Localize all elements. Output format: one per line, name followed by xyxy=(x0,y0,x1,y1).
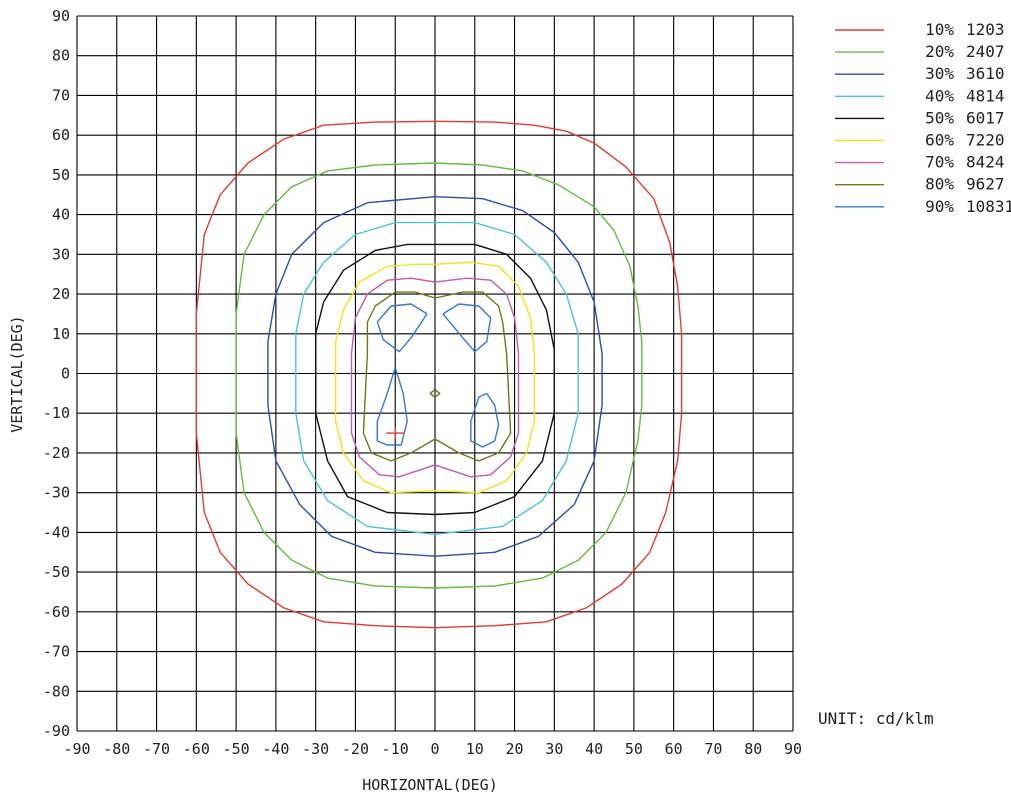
y-tick-label: 80 xyxy=(52,47,70,65)
y-axis-ticks: 90 80 70 60 50 40 30 20 10 0 -10 -20 -30 -40 -50 -60 -70… xyxy=(43,7,70,740)
y-tick-label: -30 xyxy=(43,484,70,502)
x-tick-label: 30 xyxy=(545,740,563,758)
contour-80pct xyxy=(362,291,512,462)
y-tick-label: -90 xyxy=(43,722,70,740)
x-tick-label: -10 xyxy=(382,740,409,758)
legend-percent: 10% xyxy=(925,20,954,39)
x-tick-label: -70 xyxy=(143,740,170,758)
y-tick-label: -70 xyxy=(43,643,70,661)
x-tick-label: -60 xyxy=(183,740,210,758)
y-tick-label: 0 xyxy=(61,365,70,383)
legend-value: 6017 xyxy=(966,108,1005,127)
x-tick-label: 10 xyxy=(466,740,484,758)
legend-percent: 40% xyxy=(925,86,954,105)
legend-value: 4814 xyxy=(966,86,1005,105)
y-tick-label: -60 xyxy=(43,603,70,621)
x-tick-label: 60 xyxy=(665,740,683,758)
contour-90pct xyxy=(470,392,500,448)
x-tick-label: -40 xyxy=(262,740,289,758)
legend-percent: 60% xyxy=(925,131,954,150)
y-axis-label: VERTICAL(DEG) xyxy=(8,315,26,432)
y-tick-label: -10 xyxy=(43,404,70,422)
y-tick-label: 10 xyxy=(52,325,70,343)
contour-lines xyxy=(195,120,683,629)
contour-80pct xyxy=(429,388,441,398)
legend-percent: 80% xyxy=(925,175,954,194)
grid xyxy=(76,15,794,732)
y-tick-label: 40 xyxy=(52,206,70,224)
legend-percent: 70% xyxy=(925,153,954,172)
x-tick-label: 0 xyxy=(430,740,439,758)
x-axis-ticks: -90 -80 -70 -60 -50 -40 -30 -20 -10 0 10 20 30 40 50 60… xyxy=(63,740,802,758)
y-tick-label: 60 xyxy=(52,126,70,144)
x-tick-label: -30 xyxy=(302,740,329,758)
y-tick-label: 90 xyxy=(52,7,70,25)
y-tick-label: 50 xyxy=(52,166,70,184)
contour-90pct xyxy=(376,367,408,446)
y-tick-label: -50 xyxy=(43,563,70,581)
contour-50pct xyxy=(315,243,555,516)
y-tick-label: -20 xyxy=(43,444,70,462)
legend-percent: 90% xyxy=(925,197,954,216)
y-tick-label: 70 xyxy=(52,86,70,104)
legend-percent: 20% xyxy=(925,42,954,61)
x-tick-label: 50 xyxy=(625,740,643,758)
x-tick-label: -50 xyxy=(223,740,250,758)
legend: 10% 1203 20% 2407 30% 3610 40% 4814 50% 6017 60% 72… xyxy=(835,20,1011,216)
legend-percent: 30% xyxy=(925,64,954,83)
contour-60pct xyxy=(334,261,536,494)
contour-20pct xyxy=(235,162,643,589)
legend-value: 7220 xyxy=(966,131,1005,150)
x-tick-label: 90 xyxy=(784,740,802,758)
contour-10pct xyxy=(195,120,683,629)
x-tick-label: -90 xyxy=(63,740,90,758)
x-tick-label: 40 xyxy=(585,740,603,758)
contour-30pct xyxy=(267,196,603,557)
legend-value: 10831 xyxy=(966,197,1011,216)
x-axis-label: HORIZONTAL(DEG) xyxy=(362,776,497,794)
unit-label: UNIT: cd/klm xyxy=(818,709,934,728)
legend-value: 9627 xyxy=(966,175,1005,194)
x-tick-label: 20 xyxy=(506,740,524,758)
legend-value: 2407 xyxy=(966,42,1005,61)
contour-90pct xyxy=(442,303,492,353)
y-tick-label: 30 xyxy=(52,245,70,263)
x-tick-label: 70 xyxy=(704,740,722,758)
contour-90pct xyxy=(376,303,428,353)
legend-value: 3610 xyxy=(966,64,1005,83)
y-tick-label: 20 xyxy=(52,285,70,303)
legend-value: 8424 xyxy=(966,153,1005,172)
x-tick-label: -20 xyxy=(342,740,369,758)
max-intensity-marker xyxy=(386,427,405,440)
y-tick-label: -40 xyxy=(43,523,70,541)
contour-40pct xyxy=(295,221,579,536)
x-tick-label: 80 xyxy=(744,740,762,758)
x-tick-label: -80 xyxy=(103,740,130,758)
y-tick-label: -80 xyxy=(43,682,70,700)
contour-70pct xyxy=(350,277,520,478)
legend-value: 1203 xyxy=(966,20,1005,39)
legend-percent: 50% xyxy=(925,108,954,127)
